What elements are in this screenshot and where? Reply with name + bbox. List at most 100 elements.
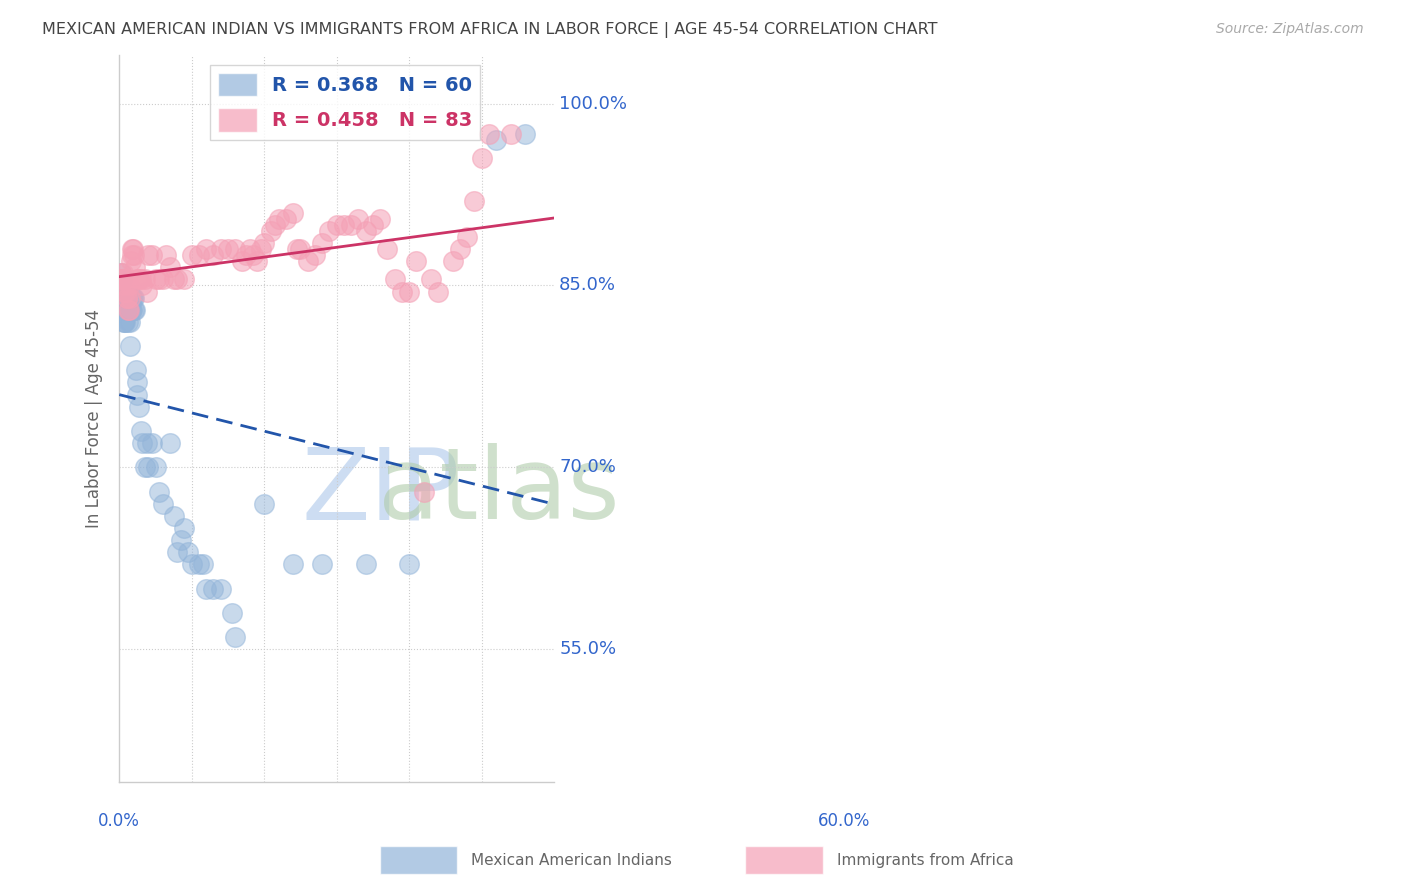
Point xyxy=(117,302,139,317)
Point xyxy=(112,315,135,329)
Point xyxy=(377,242,399,256)
Point xyxy=(405,254,427,268)
Point xyxy=(290,242,312,256)
Point xyxy=(122,291,145,305)
Point xyxy=(412,484,434,499)
Point xyxy=(333,218,356,232)
Point xyxy=(177,545,200,559)
Point xyxy=(398,285,420,299)
Point xyxy=(361,218,384,232)
Point xyxy=(485,133,508,147)
Point xyxy=(115,291,138,305)
Point xyxy=(260,224,283,238)
Point xyxy=(159,260,181,275)
Point xyxy=(274,211,297,226)
Point xyxy=(121,291,143,305)
Point xyxy=(217,242,239,256)
Point xyxy=(115,291,138,305)
Text: Source: ZipAtlas.com: Source: ZipAtlas.com xyxy=(1216,22,1364,37)
Point xyxy=(419,272,441,286)
Point xyxy=(224,242,246,256)
Point xyxy=(499,127,522,141)
Point xyxy=(173,272,195,286)
Text: atlas: atlas xyxy=(378,443,620,540)
Point xyxy=(125,376,148,390)
Point xyxy=(112,291,135,305)
Point xyxy=(285,242,308,256)
Point xyxy=(120,254,142,268)
Point xyxy=(471,151,494,165)
Point xyxy=(131,278,153,293)
Text: ZIP: ZIP xyxy=(302,443,460,540)
Text: Immigrants from Africa: Immigrants from Africa xyxy=(837,854,1014,868)
Point xyxy=(148,484,170,499)
Point xyxy=(391,285,413,299)
Text: 60.0%: 60.0% xyxy=(818,812,870,830)
Point xyxy=(112,285,135,299)
Point xyxy=(155,248,177,262)
Point xyxy=(398,558,420,572)
Point xyxy=(128,400,150,414)
Point xyxy=(188,248,211,262)
Point xyxy=(118,302,141,317)
Point xyxy=(166,545,188,559)
Point xyxy=(221,606,243,620)
Point xyxy=(145,272,167,286)
Point xyxy=(122,248,145,262)
Point xyxy=(242,248,264,262)
Point xyxy=(441,254,464,268)
Point xyxy=(111,296,134,310)
Point xyxy=(131,436,153,450)
Point xyxy=(209,582,232,596)
Point xyxy=(180,558,202,572)
Point xyxy=(115,302,138,317)
Point xyxy=(134,460,156,475)
Point xyxy=(231,254,253,268)
Point xyxy=(114,315,136,329)
Point xyxy=(148,272,170,286)
Point xyxy=(318,224,340,238)
Text: 70.0%: 70.0% xyxy=(560,458,616,476)
Point xyxy=(202,582,225,596)
Point xyxy=(368,211,391,226)
Point xyxy=(135,285,157,299)
Point xyxy=(267,211,290,226)
Point xyxy=(384,272,406,286)
Point xyxy=(121,248,143,262)
Point xyxy=(235,248,257,262)
Point xyxy=(456,230,478,244)
Point xyxy=(239,242,262,256)
Point xyxy=(122,302,145,317)
Point xyxy=(118,302,141,317)
Point xyxy=(180,248,202,262)
Point xyxy=(513,127,536,141)
Point xyxy=(117,315,139,329)
Point xyxy=(120,291,142,305)
Point xyxy=(135,436,157,450)
Point xyxy=(129,424,152,438)
Point xyxy=(124,291,146,305)
Point xyxy=(173,521,195,535)
Text: Mexican American Indians: Mexican American Indians xyxy=(471,854,672,868)
Legend: R = 0.368   N = 60, R = 0.458   N = 83: R = 0.368 N = 60, R = 0.458 N = 83 xyxy=(211,65,481,139)
Point xyxy=(145,460,167,475)
Point xyxy=(136,248,159,262)
Point xyxy=(166,272,188,286)
Point xyxy=(283,205,305,219)
Point xyxy=(246,254,269,268)
Text: 0.0%: 0.0% xyxy=(98,812,141,830)
Point xyxy=(115,291,138,305)
Point xyxy=(110,266,132,280)
Point xyxy=(125,363,148,377)
Point xyxy=(202,248,225,262)
Text: 85.0%: 85.0% xyxy=(560,277,616,294)
Point xyxy=(129,272,152,286)
Point xyxy=(121,242,143,256)
Point xyxy=(118,278,141,293)
Point xyxy=(249,242,271,256)
Point xyxy=(478,127,501,141)
Point xyxy=(449,242,471,256)
Point xyxy=(188,558,211,572)
Point xyxy=(111,272,134,286)
Point xyxy=(118,302,141,317)
